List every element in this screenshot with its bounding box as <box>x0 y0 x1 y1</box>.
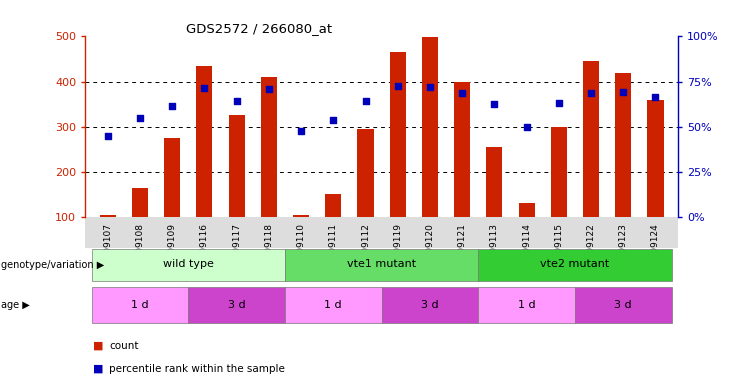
Bar <box>390 52 406 217</box>
Bar <box>478 249 671 281</box>
Text: ■: ■ <box>93 364 103 374</box>
Bar <box>165 138 180 217</box>
Bar <box>92 287 188 323</box>
Bar <box>196 66 213 217</box>
Point <box>295 128 307 134</box>
Point <box>553 100 565 106</box>
Bar <box>615 73 631 217</box>
Bar <box>478 287 575 323</box>
Point <box>392 83 404 89</box>
Text: age ▶: age ▶ <box>1 300 30 310</box>
Bar <box>92 249 285 281</box>
Bar <box>285 249 478 281</box>
Point <box>263 86 275 92</box>
Bar <box>188 287 285 323</box>
Text: 3 d: 3 d <box>421 300 439 310</box>
Text: 1 d: 1 d <box>131 300 149 310</box>
Bar <box>357 129 373 217</box>
Text: 3 d: 3 d <box>227 300 245 310</box>
Bar <box>519 204 535 217</box>
Point <box>102 133 113 139</box>
Bar <box>285 287 382 323</box>
Bar <box>454 82 471 217</box>
Point <box>488 101 500 107</box>
Bar <box>293 215 309 217</box>
Bar <box>422 37 438 217</box>
Text: vte1 mutant: vte1 mutant <box>347 259 416 269</box>
Bar <box>382 287 478 323</box>
Point <box>617 88 629 94</box>
Bar <box>486 147 502 217</box>
Bar <box>583 61 599 217</box>
Point <box>134 115 146 121</box>
Bar <box>132 188 148 217</box>
Point <box>650 94 662 101</box>
Point <box>424 84 436 90</box>
Point <box>230 98 242 104</box>
Text: wild type: wild type <box>163 259 213 269</box>
Text: ■: ■ <box>93 341 103 351</box>
Bar <box>325 194 342 217</box>
Text: 1 d: 1 d <box>325 300 342 310</box>
Bar <box>575 287 671 323</box>
Text: count: count <box>109 341 139 351</box>
Text: percentile rank within the sample: percentile rank within the sample <box>109 364 285 374</box>
Bar <box>228 116 245 217</box>
Text: GDS2572 / 266080_at: GDS2572 / 266080_at <box>186 22 332 35</box>
Point <box>199 85 210 91</box>
Bar <box>648 100 663 217</box>
Point <box>521 124 533 130</box>
Text: 3 d: 3 d <box>614 300 632 310</box>
Point <box>585 90 597 96</box>
Bar <box>100 215 116 217</box>
Text: genotype/variation ▶: genotype/variation ▶ <box>1 260 104 270</box>
Text: 1 d: 1 d <box>518 300 536 310</box>
Point <box>328 117 339 123</box>
Text: vte2 mutant: vte2 mutant <box>540 259 610 269</box>
Point <box>166 103 178 109</box>
Bar <box>261 77 277 217</box>
Bar <box>551 127 567 217</box>
Point <box>456 90 468 96</box>
Point <box>359 98 371 104</box>
